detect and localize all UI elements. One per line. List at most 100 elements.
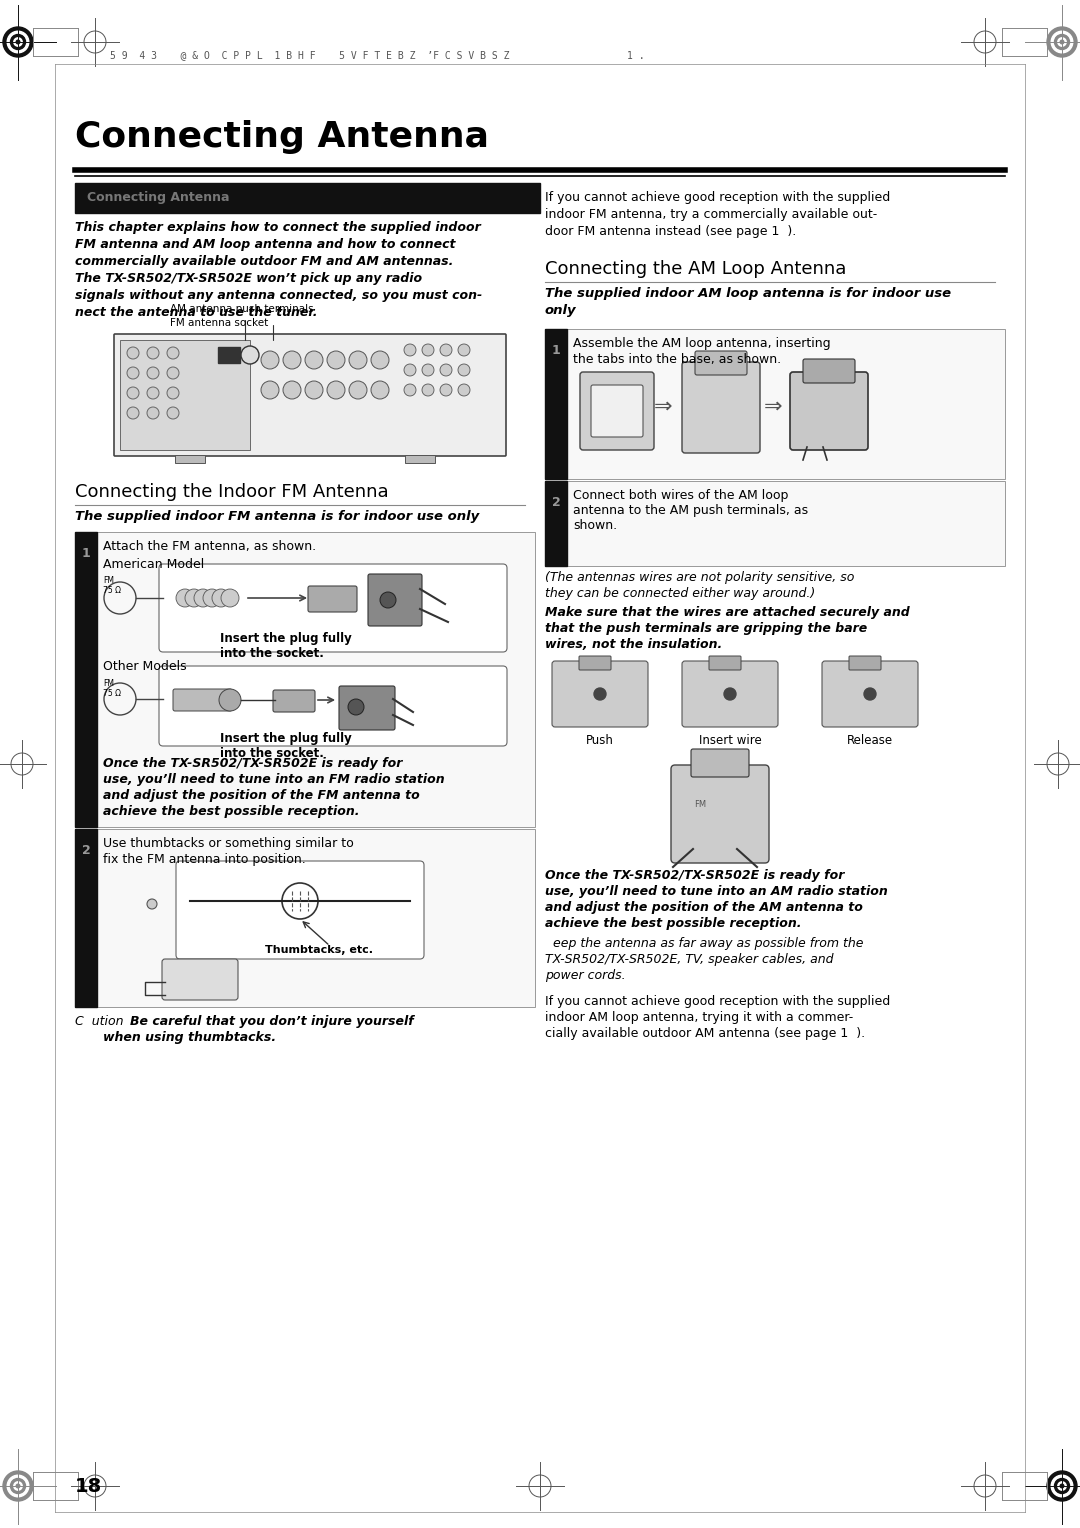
Bar (75, 183, 540, 212)
Circle shape (241, 345, 259, 364)
FancyBboxPatch shape (552, 662, 648, 727)
FancyBboxPatch shape (789, 371, 868, 451)
Text: Connecting the Indoor FM Antenna: Connecting the Indoor FM Antenna (75, 483, 389, 501)
Circle shape (458, 364, 470, 376)
Text: indoor FM antenna, try a commercially available out-: indoor FM antenna, try a commercially av… (545, 208, 877, 222)
Text: the tabs into the base, as shown.: the tabs into the base, as shown. (573, 353, 781, 367)
Bar (545, 481, 567, 565)
Text: Use thumbtacks or something similar to: Use thumbtacks or something similar to (103, 837, 354, 850)
Text: FM
75 Ω: FM 75 Ω (103, 678, 121, 698)
Circle shape (167, 347, 179, 359)
Text: cially available outdoor AM antenna (see page 1  ).: cially available outdoor AM antenna (see… (545, 1027, 865, 1041)
Text: wires, not the insulation.: wires, not the insulation. (545, 639, 723, 651)
Circle shape (404, 364, 416, 376)
Text: Once the TX-SR502/TX-SR502E is ready for: Once the TX-SR502/TX-SR502E is ready for (545, 869, 845, 882)
Text: 1: 1 (82, 547, 91, 559)
Text: AM antenna push terminals: AM antenna push terminals (170, 304, 313, 341)
FancyBboxPatch shape (273, 691, 315, 712)
Circle shape (1047, 1471, 1077, 1500)
Circle shape (1057, 1482, 1066, 1490)
Circle shape (283, 380, 301, 399)
Text: The supplied indoor FM antenna is for indoor use only: The supplied indoor FM antenna is for in… (75, 510, 480, 523)
FancyBboxPatch shape (681, 362, 760, 452)
Text: If you cannot achieve good reception with the supplied: If you cannot achieve good reception wit… (545, 995, 890, 1008)
Text: American Model: American Model (103, 558, 204, 571)
FancyBboxPatch shape (849, 656, 881, 669)
Text: ⇒: ⇒ (764, 397, 782, 417)
Text: Once the TX-SR502/TX-SR502E is ready for: Once the TX-SR502/TX-SR502E is ready for (103, 756, 403, 770)
Circle shape (147, 898, 157, 909)
Circle shape (440, 384, 453, 396)
Circle shape (327, 351, 345, 368)
Circle shape (14, 1482, 23, 1490)
Text: 2: 2 (82, 843, 91, 857)
Bar (120, 341, 249, 451)
FancyBboxPatch shape (339, 686, 395, 730)
Circle shape (305, 351, 323, 368)
Circle shape (11, 1479, 26, 1493)
Circle shape (440, 344, 453, 356)
Circle shape (1047, 28, 1077, 57)
Bar (75, 830, 535, 1007)
FancyBboxPatch shape (579, 656, 611, 669)
Circle shape (1061, 40, 1064, 44)
Text: power cords.: power cords. (545, 969, 625, 983)
Circle shape (380, 591, 396, 608)
Text: 1: 1 (552, 344, 561, 358)
Circle shape (127, 406, 139, 419)
Text: The supplied indoor AM loop antenna is for indoor use: The supplied indoor AM loop antenna is f… (545, 287, 951, 299)
Text: when using thumbtacks.: when using thumbtacks. (103, 1031, 276, 1044)
Circle shape (127, 347, 139, 359)
Text: Assemble the AM loop antenna, inserting: Assemble the AM loop antenna, inserting (573, 338, 831, 350)
Text: ⇒: ⇒ (653, 397, 673, 417)
Text: Make sure that the wires are attached securely and: Make sure that the wires are attached se… (545, 607, 909, 619)
Circle shape (1054, 1479, 1069, 1493)
Text: FM
75 Ω: FM 75 Ω (103, 576, 121, 596)
FancyBboxPatch shape (591, 385, 643, 437)
Text: 5 9  4 3    @ & O  C P P L  1 B H F    5 V F T E B Z  ’F C S V B S Z            : 5 9 4 3 @ & O C P P L 1 B H F 5 V F T E … (110, 50, 645, 60)
Text: use, you’ll need to tune into an FM radio station: use, you’ll need to tune into an FM radi… (103, 773, 445, 785)
Circle shape (348, 698, 364, 715)
Text: If you cannot achieve good reception with the supplied: If you cannot achieve good reception wit… (545, 191, 890, 205)
Text: The TX-SR502/TX-SR502E won’t pick up any radio: The TX-SR502/TX-SR502E won’t pick up any… (75, 272, 422, 286)
Circle shape (221, 588, 239, 607)
Bar (545, 481, 1005, 565)
Text: indoor AM loop antenna, trying it with a commer-: indoor AM loop antenna, trying it with a… (545, 1012, 853, 1024)
Bar (175, 455, 205, 463)
FancyBboxPatch shape (159, 564, 507, 652)
Text: door FM antenna instead (see page 1  ).: door FM antenna instead (see page 1 ). (545, 225, 796, 238)
Circle shape (349, 351, 367, 368)
Circle shape (14, 38, 23, 46)
Bar (545, 329, 567, 478)
Text: Attach the FM antenna, as shown.: Attach the FM antenna, as shown. (103, 539, 316, 553)
Bar (75, 830, 97, 1007)
Text: Release: Release (847, 733, 893, 747)
FancyBboxPatch shape (580, 371, 654, 451)
Text: eep the antenna as far away as possible from the: eep the antenna as far away as possible … (545, 937, 864, 950)
Circle shape (176, 588, 194, 607)
Text: This chapter explains how to connect the supplied indoor: This chapter explains how to connect the… (75, 222, 481, 234)
Bar (218, 347, 240, 364)
Text: shown.: shown. (573, 520, 617, 532)
FancyBboxPatch shape (681, 662, 778, 727)
Circle shape (724, 688, 735, 700)
Text: Connecting Antenna: Connecting Antenna (75, 121, 489, 154)
Text: 2: 2 (552, 497, 561, 509)
FancyBboxPatch shape (159, 666, 507, 746)
Text: and adjust the position of the AM antenna to: and adjust the position of the AM antenn… (545, 902, 863, 914)
Circle shape (147, 387, 159, 399)
Circle shape (458, 344, 470, 356)
Circle shape (372, 380, 389, 399)
Circle shape (185, 588, 203, 607)
Text: antenna to the AM push terminals, as: antenna to the AM push terminals, as (573, 504, 808, 516)
Text: commercially available outdoor FM and AM antennas.: commercially available outdoor FM and AM… (75, 255, 454, 267)
Circle shape (16, 40, 19, 44)
Circle shape (219, 689, 241, 711)
Circle shape (261, 380, 279, 399)
Circle shape (167, 406, 179, 419)
Text: Connect both wires of the AM loop: Connect both wires of the AM loop (573, 489, 788, 503)
Circle shape (283, 351, 301, 368)
Text: they can be connected either way around.): they can be connected either way around.… (545, 587, 815, 601)
Circle shape (327, 380, 345, 399)
Circle shape (422, 384, 434, 396)
